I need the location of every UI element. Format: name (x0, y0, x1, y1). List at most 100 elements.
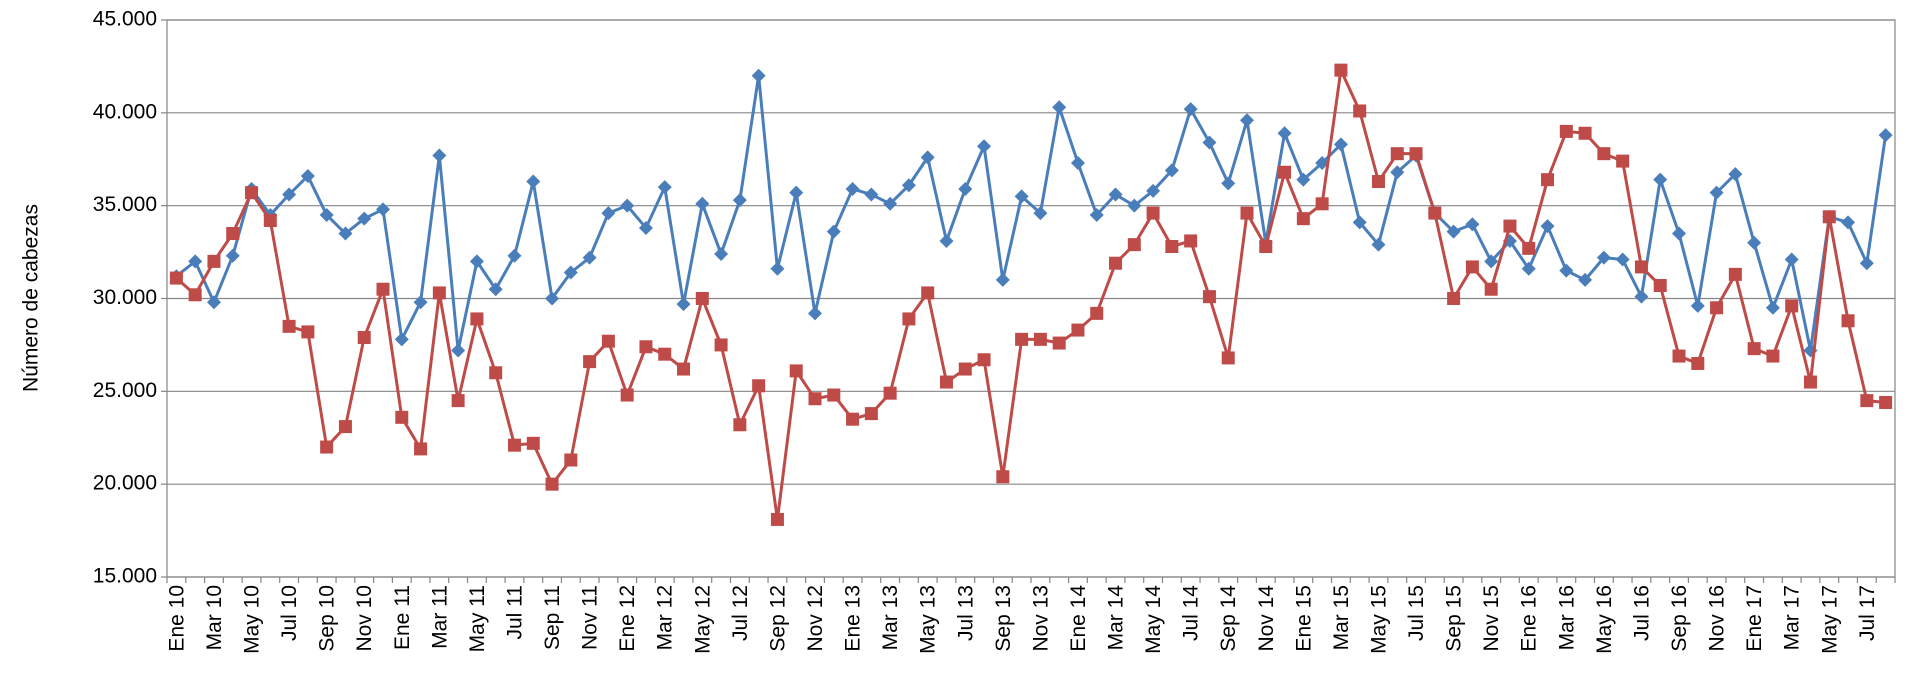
data-point (883, 196, 898, 211)
data-point (1315, 197, 1329, 211)
data-point (1277, 126, 1292, 141)
x-tick-label: Jul 13 (954, 585, 977, 641)
data-point (564, 453, 578, 467)
x-tick-label: Nov 12 (804, 585, 827, 652)
data-point (1052, 336, 1066, 350)
data-point (601, 334, 615, 348)
data-point (1653, 172, 1668, 187)
data-point (507, 248, 522, 263)
data-point (1070, 155, 1085, 170)
y-tick-label: 40.000 (93, 100, 157, 123)
data-point (1146, 183, 1161, 198)
data-point (1390, 147, 1404, 161)
data-point (1521, 261, 1536, 276)
data-point (1184, 234, 1198, 248)
data-point (732, 193, 747, 208)
x-tick-label: Ene 12 (616, 585, 639, 652)
data-point (1090, 306, 1104, 320)
x-tick-label: Ene 13 (842, 585, 865, 652)
data-point (657, 180, 672, 195)
x-tick-label: Nov 10 (353, 585, 376, 652)
data-point (1390, 165, 1405, 180)
data-point (395, 410, 409, 424)
data-point (1278, 165, 1292, 179)
data-point (1465, 260, 1479, 274)
data-point (714, 246, 729, 261)
x-tick-label: Nov 15 (1480, 585, 1503, 652)
data-point (169, 271, 183, 285)
data-point (845, 181, 860, 196)
data-point (1033, 206, 1048, 221)
data-point (394, 332, 409, 347)
data-point (939, 375, 953, 389)
data-point (1766, 349, 1780, 363)
data-point (1409, 147, 1423, 161)
data-point (526, 174, 541, 189)
data-point (1333, 137, 1348, 152)
data-point (320, 440, 334, 454)
x-tick-label: Ene 11 (391, 585, 414, 650)
data-point (301, 325, 315, 339)
x-tick-label: Nov 13 (1029, 585, 1052, 652)
data-point (1371, 175, 1385, 189)
x-tick-label: Sep 11 (541, 585, 564, 650)
data-point (1484, 254, 1499, 269)
data-point (188, 254, 203, 269)
data-point (695, 292, 709, 305)
data-point (1653, 279, 1667, 293)
x-tick-label: Ene 15 (1292, 585, 1315, 652)
data-point (639, 340, 653, 354)
data-point (413, 295, 428, 310)
data-point (1690, 298, 1705, 313)
x-tick-label: Jul 11 (503, 585, 526, 639)
x-tick-label: May 15 (1367, 585, 1390, 654)
data-point (920, 150, 935, 165)
data-point (526, 436, 540, 450)
data-point (1052, 100, 1067, 115)
data-point (282, 187, 297, 202)
data-point (1484, 282, 1498, 296)
x-tick-label: Sep 14 (1217, 585, 1240, 652)
x-tick-label: Mar 11 (428, 585, 451, 649)
data-point (676, 297, 691, 312)
data-point (1860, 394, 1874, 408)
x-tick-label: Mar 12 (654, 585, 677, 650)
data-point (1164, 163, 1179, 178)
data-point (1109, 256, 1123, 270)
x-tick-label: May 16 (1593, 585, 1616, 654)
data-point (1672, 349, 1686, 363)
data-point (1879, 395, 1893, 409)
data-point (188, 288, 202, 302)
x-tick-label: Ene 16 (1518, 585, 1541, 652)
y-tick-label: 35.000 (93, 193, 157, 216)
data-point (1709, 185, 1724, 200)
data-point (1691, 356, 1705, 370)
x-tick-label: Sep 12 (766, 585, 789, 652)
data-point (300, 168, 315, 183)
data-point (1221, 176, 1236, 191)
data-point (1296, 212, 1310, 226)
data-point (1014, 189, 1029, 204)
x-tick-label: Jul 15 (1405, 585, 1428, 641)
data-point (1841, 314, 1855, 328)
data-point (864, 407, 878, 421)
data-point (1597, 147, 1611, 161)
data-point (507, 438, 521, 452)
data-point (1127, 238, 1141, 252)
data-point (1634, 289, 1649, 304)
x-tick-label: Jul 12 (729, 585, 752, 641)
data-point (958, 362, 972, 376)
data-point (620, 388, 634, 402)
data-point (995, 272, 1010, 287)
data-point (1221, 351, 1235, 365)
x-tick-label: Ene 14 (1067, 585, 1090, 652)
data-point (563, 265, 578, 280)
data-point (864, 187, 879, 202)
data-point (846, 412, 860, 426)
data-point (789, 364, 803, 378)
data-point (263, 214, 277, 228)
data-point (1559, 124, 1573, 138)
data-point (1315, 155, 1330, 170)
